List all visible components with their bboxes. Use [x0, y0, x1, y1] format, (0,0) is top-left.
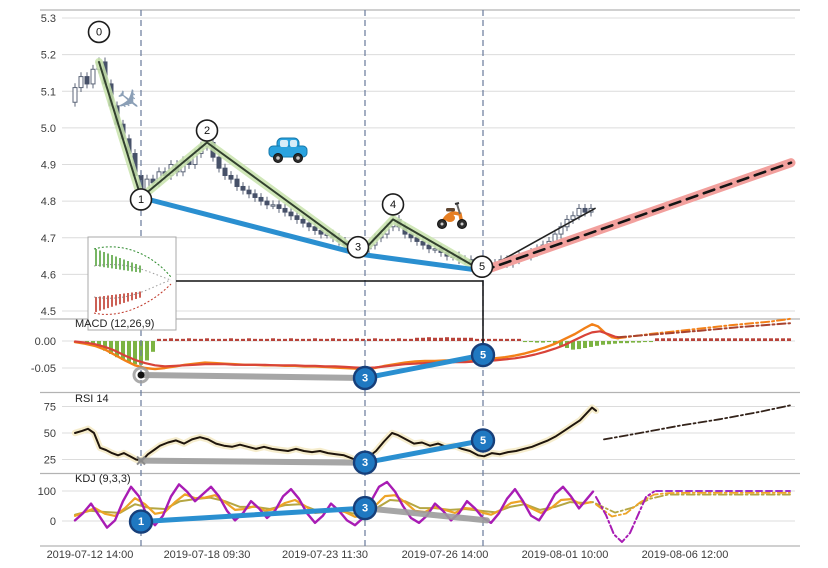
- tick-label: 25: [44, 455, 56, 467]
- svg-text:3: 3: [355, 242, 361, 254]
- svg-text:0: 0: [96, 26, 102, 38]
- rsi-line: [71, 404, 791, 466]
- pattern-inset: [87, 236, 177, 331]
- pivot-circle-4: [381, 193, 405, 216]
- pattern-connector: [176, 280, 484, 344]
- tick-label: 5.0: [41, 123, 56, 135]
- tick-label: 5.3: [41, 13, 56, 25]
- svg-text:3: 3: [362, 503, 368, 515]
- tick-label: 100: [38, 486, 56, 498]
- kdj-marker-1: [128, 509, 154, 534]
- kdj-overlays: 13: [128, 495, 490, 534]
- car-icon: [268, 137, 308, 163]
- rsi-overlays: 35: [136, 428, 496, 475]
- tick-label: 2019-08-06 12:00: [642, 549, 729, 561]
- rsi-panel-label: RSI 14: [75, 393, 109, 405]
- tick-label: 4.6: [41, 269, 56, 281]
- svg-text:2: 2: [204, 125, 210, 137]
- macd-start-dot-halo: [132, 366, 150, 384]
- svg-text:3: 3: [362, 457, 368, 469]
- kdj-marker-3: [352, 495, 378, 521]
- pivot-circle-1: [129, 188, 153, 211]
- tick-label: 4.8: [41, 196, 56, 208]
- forecast-line: [478, 158, 796, 276]
- svg-text:3: 3: [362, 372, 368, 384]
- tick-label: 2019-07-18 09:30: [164, 549, 251, 561]
- macd-marker-5: [470, 342, 496, 368]
- pivot-circle-5: [470, 255, 494, 279]
- tick-label: 4.7: [41, 233, 56, 245]
- tick-label: 2019-07-23 11:30: [282, 549, 368, 561]
- macd-lines: [73, 317, 791, 371]
- pivot-circle-2: [195, 119, 219, 142]
- macd-marker-3: [352, 365, 378, 391]
- kdj-panel-label: KDJ (9,3,3): [75, 473, 131, 485]
- tick-label: 75: [44, 402, 56, 414]
- svg-text:1: 1: [138, 516, 144, 528]
- svg-text:5: 5: [480, 435, 486, 447]
- macd-overlays: 35: [132, 342, 496, 391]
- pivot-circle-3: [346, 235, 370, 259]
- tick-label: 5.2: [41, 50, 56, 62]
- tick-label: 0: [50, 516, 56, 528]
- tick-label: 4.9: [41, 160, 56, 172]
- macd-panel-label: MACD (12,26,9): [75, 318, 154, 330]
- zigzag-line: [95, 58, 486, 275]
- tick-label: 4.5: [41, 306, 56, 318]
- tick-label: 2019-07-26 14:00: [402, 549, 489, 561]
- pivot-circle-0: [87, 20, 111, 44]
- tick-label: 5.1: [41, 86, 56, 98]
- pivot-markers: 0 1 2 3 4 5: [87, 20, 494, 279]
- tick-label: 2019-07-12 14:00: [47, 549, 134, 561]
- svg-text:1: 1: [138, 194, 144, 206]
- svg-text:5: 5: [480, 350, 486, 362]
- svg-text:4: 4: [390, 199, 396, 211]
- tick-label: 2019-08-01 10:00: [522, 549, 609, 561]
- tick-label: 0.00: [35, 336, 56, 348]
- axis-ticks: 5.35.25.15.04.94.84.74.64.50.00-0.057550…: [31, 13, 729, 561]
- rsi-marker-3: [352, 450, 378, 475]
- tick-label: -0.05: [31, 363, 56, 375]
- macd-start-dot: [137, 371, 145, 379]
- rsi-marker-5: [470, 428, 496, 453]
- scooter-icon: [437, 202, 467, 229]
- tick-label: 50: [44, 428, 56, 440]
- svg-text:5: 5: [479, 261, 485, 273]
